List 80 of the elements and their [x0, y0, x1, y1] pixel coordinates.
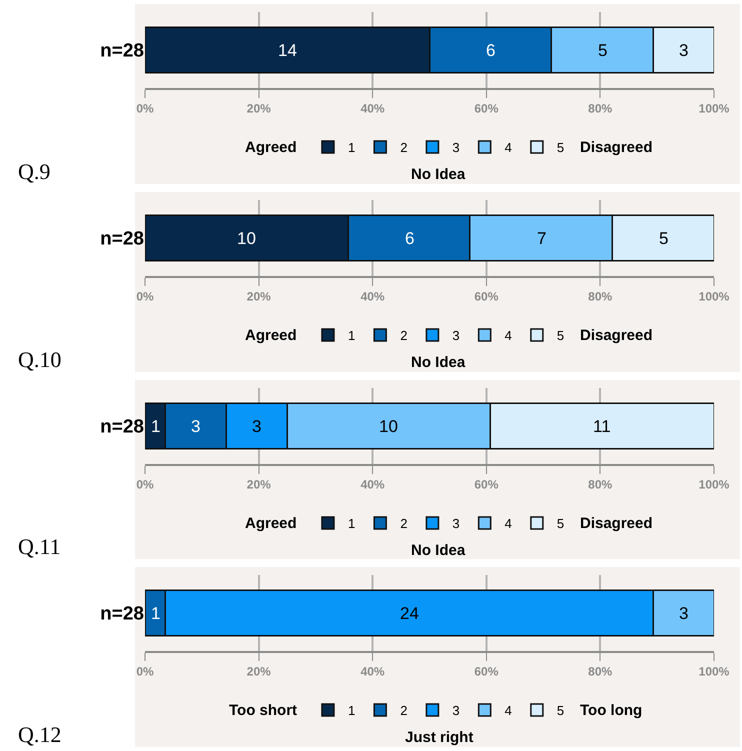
annotation: 7: [537, 229, 546, 248]
x-tick-label: 100%: [698, 289, 730, 304]
text: Q.10: [18, 347, 62, 372]
annotation: 6: [486, 41, 496, 60]
legend-label: 3: [452, 328, 460, 344]
y-tick-label: n=28: [100, 228, 144, 250]
legend-label: 1: [348, 140, 356, 156]
text: No Idea: [411, 166, 466, 183]
text: No Idea: [411, 354, 466, 371]
legend-label: 1: [348, 516, 356, 532]
x-tick-label: 0%: [136, 664, 154, 678]
x-tick-label: 40%: [360, 477, 385, 492]
text: Q.11: [18, 534, 61, 559]
legend-label: 4: [504, 703, 512, 718]
annotation: 1: [151, 604, 160, 623]
legend-label: 2: [400, 328, 408, 344]
text: No Idea: [411, 542, 466, 559]
legend-label: 4: [504, 516, 512, 532]
x-tick-label: 80%: [588, 664, 613, 678]
legend-label: 2: [400, 516, 408, 532]
legend-label: 4: [504, 140, 512, 156]
annotation: 6: [405, 229, 414, 248]
legend-label: 1: [348, 703, 356, 718]
text: Disagreed: [580, 327, 653, 344]
annotation: 3: [679, 41, 688, 60]
legend-label: 3: [452, 140, 460, 156]
annotation: 5: [598, 41, 608, 60]
text: Q.9: [18, 159, 50, 184]
x-tick-label: 20%: [246, 664, 272, 678]
x-tick-label: 40%: [360, 664, 385, 678]
annotation: 3: [679, 604, 688, 623]
legend-label: 4: [504, 328, 512, 344]
x-tick-label: 80%: [588, 101, 613, 116]
text: Too short: [229, 702, 298, 719]
y-tick-label: n=28: [100, 604, 144, 625]
annotation: 3: [191, 417, 200, 436]
x-tick-label: 20%: [246, 289, 272, 304]
annotation: 1: [151, 417, 160, 436]
text: Q.12: [18, 722, 62, 747]
annotation: 10: [237, 229, 256, 248]
legend-label: 2: [400, 140, 408, 156]
annotation: 24: [400, 604, 419, 623]
annotation: 3: [252, 417, 262, 436]
legend-label: 1: [348, 328, 356, 344]
text: Agreed: [245, 139, 297, 156]
x-tick-label: 100%: [698, 101, 730, 116]
y-tick-label: n=28: [100, 40, 144, 62]
x-tick-label: 80%: [588, 289, 613, 304]
x-tick-label: 60%: [474, 477, 499, 492]
x-tick-label: 20%: [246, 101, 272, 116]
annotation: 14: [278, 41, 297, 60]
x-tick-label: 60%: [474, 289, 499, 304]
legend-label: 5: [556, 703, 564, 718]
legend-label: 3: [452, 703, 460, 718]
x-tick-label: 0%: [136, 289, 154, 304]
annotation: 5: [659, 229, 668, 248]
annotation: 10: [379, 417, 398, 436]
x-tick-label: 40%: [360, 289, 385, 304]
x-tick-label: 40%: [360, 101, 385, 116]
x-tick-label: 20%: [246, 477, 272, 492]
legend-label: 5: [556, 140, 564, 156]
legend-label: 5: [556, 516, 564, 532]
x-tick-label: 100%: [698, 664, 730, 678]
x-tick-label: 0%: [136, 477, 154, 492]
text: Agreed: [245, 327, 297, 344]
legend-label: 5: [556, 328, 564, 344]
text: Too long: [580, 702, 642, 719]
x-tick-label: 60%: [474, 664, 499, 678]
text: Just right: [405, 729, 474, 746]
text: Disagreed: [580, 139, 653, 156]
annotation: 11: [593, 417, 611, 436]
x-tick-label: 0%: [136, 101, 154, 116]
x-tick-label: 100%: [698, 477, 730, 492]
text: Disagreed: [580, 515, 653, 532]
x-tick-label: 60%: [474, 101, 499, 116]
text: Agreed: [245, 515, 297, 532]
legend-label: 3: [452, 516, 460, 532]
x-tick-label: 80%: [588, 477, 613, 492]
legend-label: 2: [400, 703, 408, 718]
y-tick-label: n=28: [100, 416, 144, 438]
